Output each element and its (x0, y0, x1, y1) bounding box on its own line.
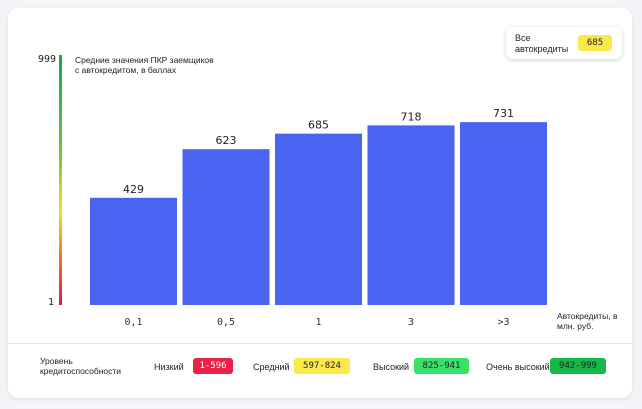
legend-label-very-high: Очень высокий (486, 362, 550, 372)
bar-4 (460, 122, 547, 305)
badge-label: Все автокредиты (515, 33, 569, 54)
bar-0 (90, 197, 177, 305)
legend-label-medium: Средний (253, 362, 290, 372)
bar-value-label: 429 (123, 183, 144, 196)
bar-2 (275, 133, 362, 305)
category-tick-label: 3 (408, 317, 414, 328)
legend-label-low: Низкий (154, 362, 184, 372)
divider (8, 343, 632, 344)
legend-pill-low: 1-596 (193, 358, 233, 374)
scale-max-label: 999 (38, 54, 57, 65)
legend-label-high: Высокий (373, 362, 410, 372)
bar-value-label: 731 (493, 107, 514, 120)
badge-value: 685 (578, 35, 612, 51)
category-tick-label: 0,5 (217, 317, 235, 328)
bar-value-label: 623 (216, 134, 237, 147)
legend-pill-medium: 597-824 (294, 358, 350, 374)
category-tick-label: >3 (497, 317, 509, 328)
category-tick-label: 0,1 (124, 317, 142, 328)
bar-value-label: 718 (401, 110, 422, 123)
legend-pill-very-high: 942-999 (550, 358, 606, 374)
all-autoloans-badge: Все автокредиты 685 (506, 27, 622, 59)
legend-title: Уровень кредитоспособности (40, 356, 122, 376)
legend-pill-high: 825-941 (414, 358, 469, 374)
bar-3 (367, 125, 455, 306)
y-axis-label: Средние значения ПКР заемщиков с автокре… (75, 55, 214, 75)
category-tick-label: 1 (315, 317, 321, 328)
score-gradient-scale (59, 55, 62, 305)
scale-min-label: 1 (48, 297, 55, 308)
bar-value-label: 685 (308, 119, 329, 132)
x-axis-label: Автокредиты, в млн. руб. (557, 311, 618, 331)
bar-1 (182, 149, 270, 305)
